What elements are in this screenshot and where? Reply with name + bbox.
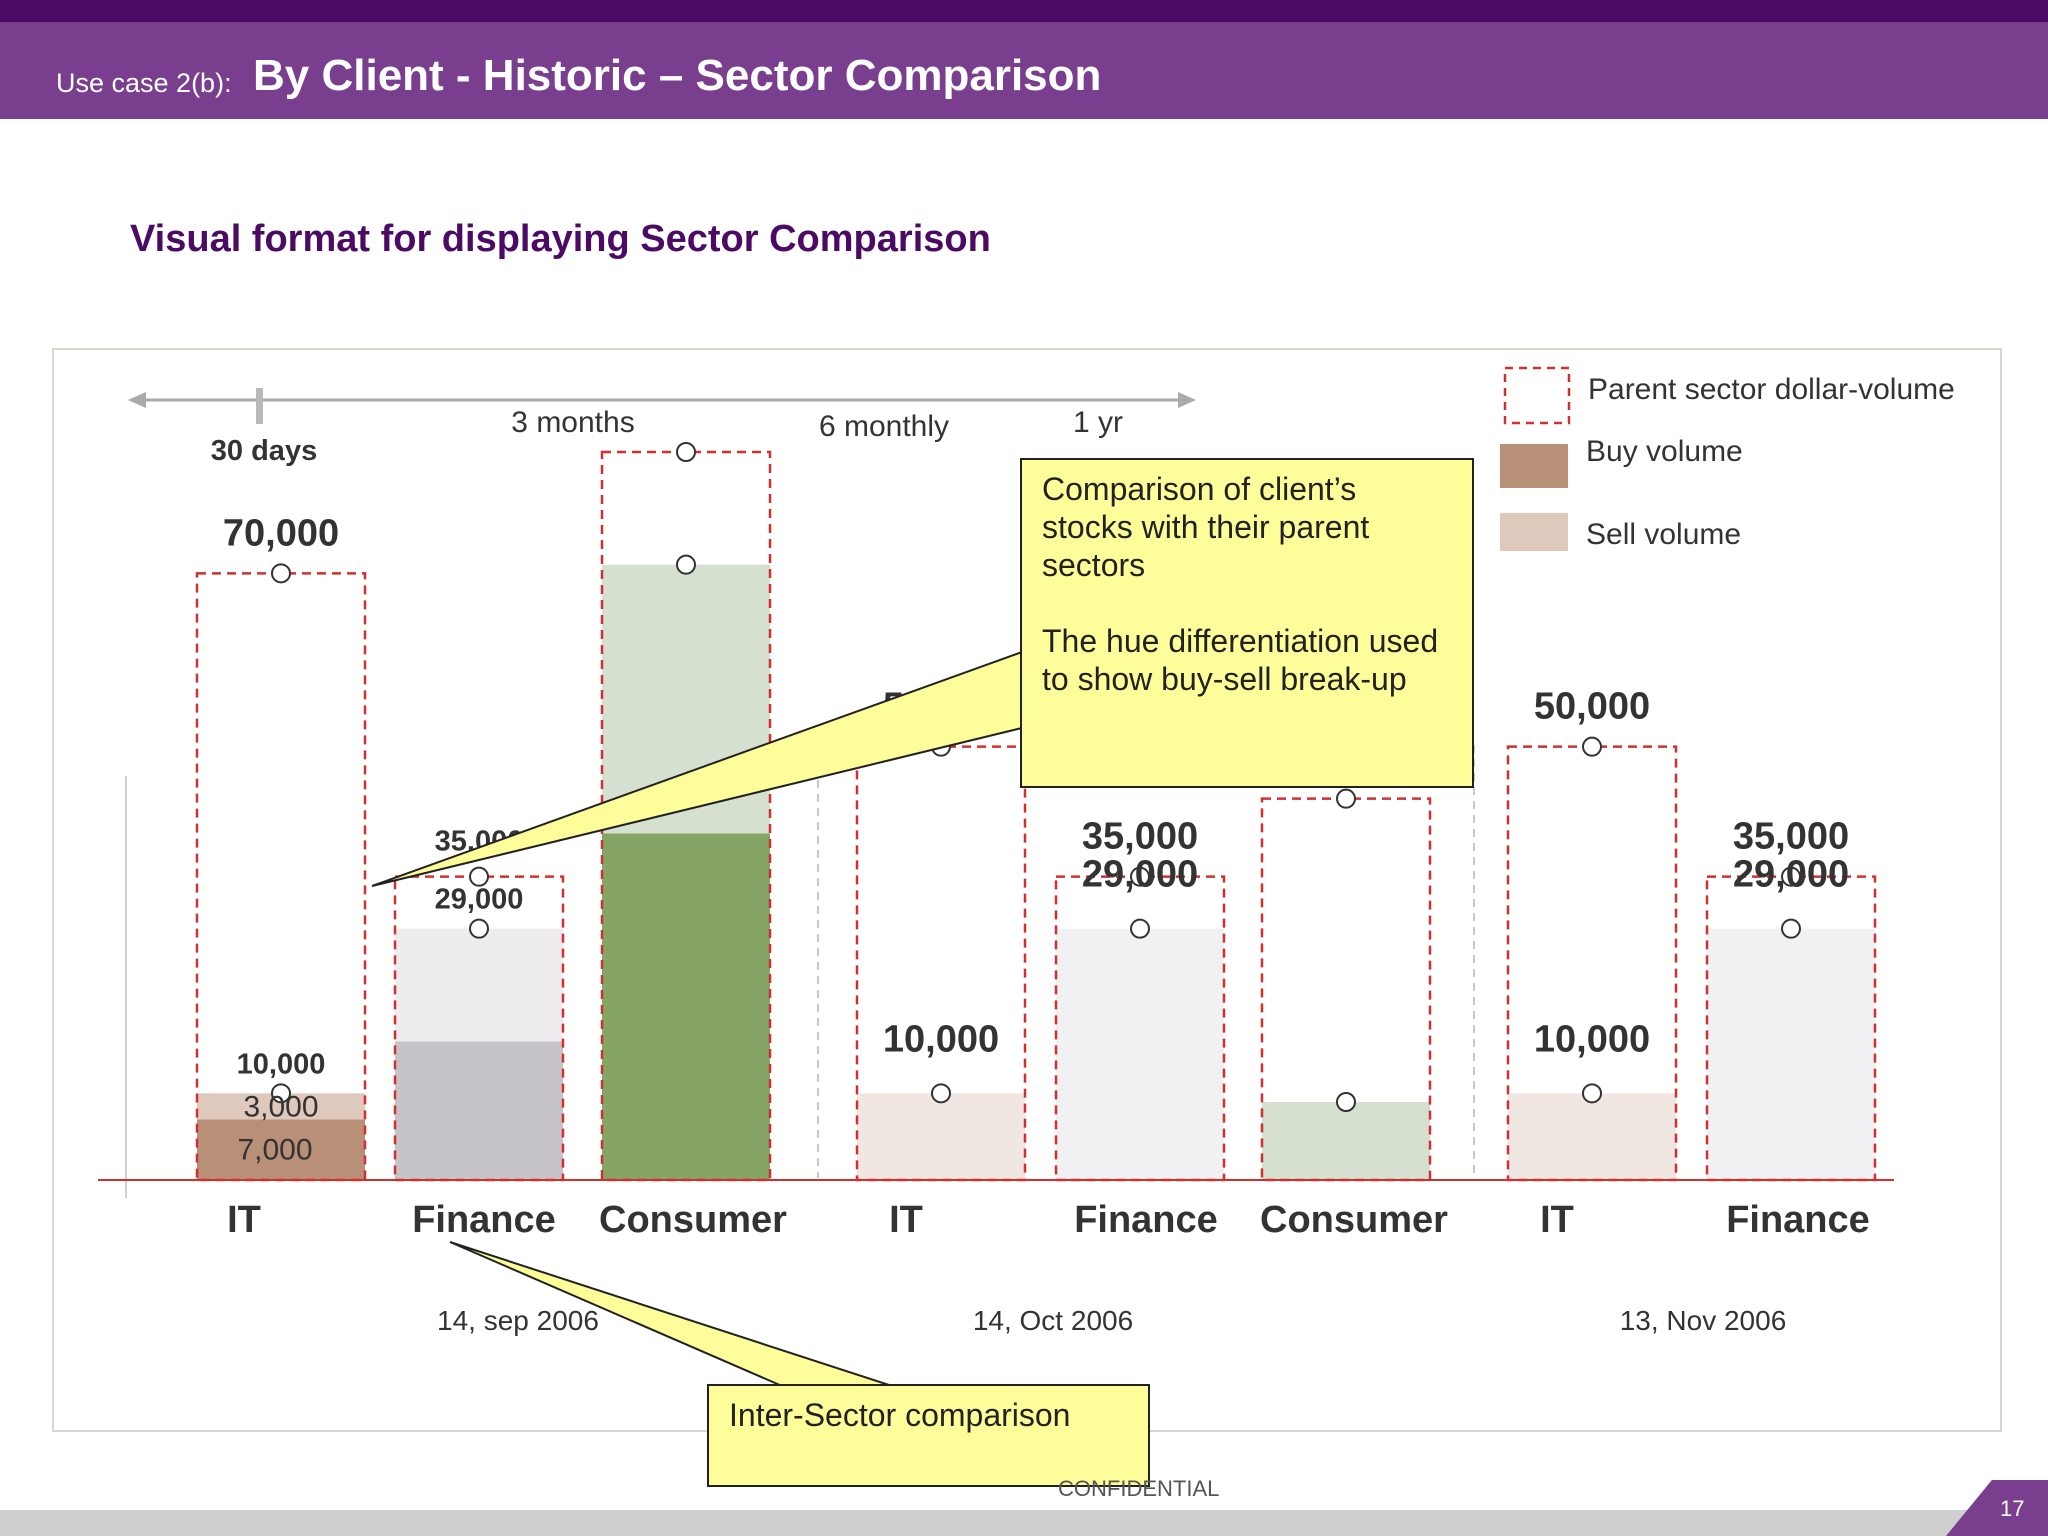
inter-sector-text: Inter-Sector comparison (729, 1397, 1071, 1433)
header-bar (0, 22, 2048, 119)
bar-buy-0 (197, 1119, 365, 1180)
legend-swatch-buy (1500, 444, 1568, 488)
client-value-label-7: 29,000 (1733, 854, 1849, 896)
client-value-label-3: 10,000 (883, 1018, 999, 1060)
legend-label-sell: Sell volume (1586, 518, 1741, 551)
client-marker-7 (1781, 918, 1801, 939)
parent-marker-0 (271, 563, 291, 584)
timeline-label-3: 1 yr (1073, 406, 1123, 439)
timeline-right-arrow (1178, 392, 1196, 408)
client-marker-2 (676, 554, 696, 575)
parent-marker-6 (1582, 736, 1602, 757)
date-label-0: 14, sep 2006 (437, 1305, 599, 1336)
client-value-label-1: 29,000 (435, 884, 524, 916)
bar-buy-1 (395, 1041, 563, 1180)
inter-sector-callout: Inter-Sector comparison (707, 1384, 1150, 1487)
client-marker-4 (1130, 918, 1150, 939)
parent-marker-5 (1336, 788, 1356, 809)
timeline-label-0: 30 days (211, 435, 317, 467)
timeline-label-1: 3 months (511, 406, 634, 439)
client-marker-5 (1336, 1092, 1356, 1112)
comparison-callout: Comparison of client’s stocks with their… (1020, 458, 1474, 788)
section-subtitle: Visual format for displaying Sector Comp… (130, 218, 991, 260)
legend-label-parent: Parent sector dollar-volume (1588, 373, 1955, 406)
legend-swatch-parent (1503, 366, 1571, 425)
bar-sell-3 (857, 1093, 1025, 1180)
bar-sell-6 (1508, 1093, 1676, 1180)
parent-marker-7 (1781, 866, 1801, 887)
bar-sell-5 (1262, 1102, 1430, 1180)
date-label-2: 13, Nov 2006 (1620, 1305, 1787, 1336)
bar-sell-4 (1056, 928, 1224, 1180)
bar-buy-2 (602, 833, 770, 1180)
parent-value-label-7: 35,000 (1733, 816, 1849, 858)
parent-marker-4 (1130, 866, 1150, 887)
category-label-7: Finance (1726, 1199, 1870, 1241)
callout-text-2: The hue differentiation used to show buy… (1042, 623, 1439, 697)
timeline-label-2: 6 monthly (819, 410, 949, 443)
parent-marker-2 (676, 442, 696, 462)
bar-sell-1 (395, 928, 563, 1042)
client-marker-0 (271, 1083, 291, 1104)
legend-label-buy: Buy volume (1586, 435, 1743, 468)
client-value-label-4: 29,000 (1082, 854, 1198, 896)
top-band (0, 0, 2048, 22)
bar-sell-7 (1707, 928, 1875, 1180)
client-value-label-0: 10,000 (237, 1048, 326, 1080)
bottom-bar (0, 1510, 2048, 1536)
client-marker-3 (931, 1083, 951, 1104)
parent-marker-1 (469, 866, 489, 887)
use-case-prefix: Use case 2(b): (56, 68, 232, 98)
category-label-5: Consumer (1260, 1199, 1448, 1241)
legend-swatch-sell (1500, 513, 1568, 551)
category-label-3: IT (889, 1199, 923, 1241)
client-marker-6 (1582, 1083, 1602, 1104)
page-title: By Client - Historic – Sector Comparison (253, 51, 1102, 100)
parent-value-label-4: 35,000 (1082, 816, 1198, 858)
category-label-2: Consumer (599, 1199, 787, 1241)
buy-value-label-0: 7,000 (237, 1134, 312, 1167)
confidential-label: CONFIDENTIAL (1058, 1476, 1220, 1501)
date-label-1: 14, Oct 2006 (973, 1305, 1133, 1336)
sell-value-label-0: 3,000 (243, 1090, 318, 1123)
callout-text: Comparison of client’s stocks with their… (1042, 471, 1370, 583)
page-number: 17 (2000, 1496, 2025, 1521)
client-value-label-6: 10,000 (1534, 1018, 1650, 1060)
timeline-slider-thumb (256, 388, 263, 424)
parent-value-label-0: 70,000 (223, 512, 339, 554)
category-label-6: IT (1540, 1199, 1574, 1241)
timeline-left-arrow (128, 392, 146, 408)
category-label-0: IT (227, 1199, 261, 1241)
category-label-1: Finance (412, 1199, 556, 1241)
category-label-4: Finance (1074, 1199, 1218, 1241)
parent-value-label-6: 50,000 (1534, 686, 1650, 728)
client-marker-1 (469, 918, 489, 939)
